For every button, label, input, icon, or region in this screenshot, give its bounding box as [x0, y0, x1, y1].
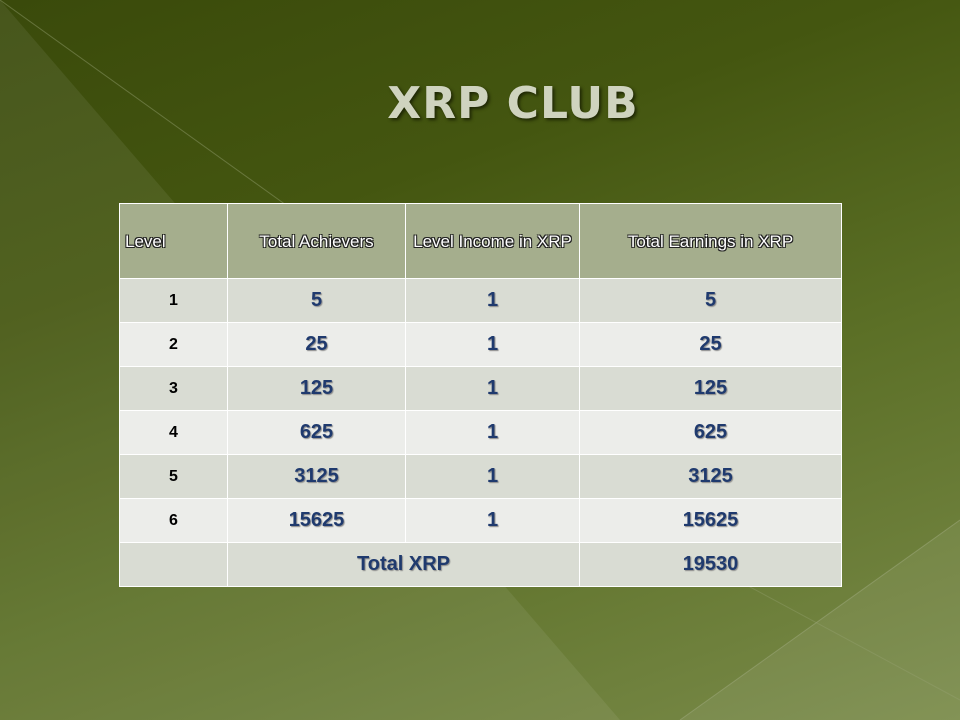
table-row: 6 15625 1 15625: [119, 498, 842, 543]
cell-achievers: 625: [227, 410, 406, 455]
table-row: 4 625 1 625: [119, 410, 842, 455]
cell-income: 1: [405, 322, 580, 367]
total-empty-cell: [119, 542, 228, 587]
cell-income: 1: [405, 410, 580, 455]
cell-level: 6: [119, 498, 228, 543]
cell-earnings: 25: [579, 322, 842, 367]
total-row: Total XRP 19530: [119, 542, 842, 587]
table-header-row: Level Total Achievers Level Income in XR…: [119, 203, 842, 279]
cell-earnings: 625: [579, 410, 842, 455]
header-total-achievers: Total Achievers: [227, 203, 406, 279]
cell-level: 2: [119, 322, 228, 367]
cell-level: 5: [119, 454, 228, 499]
slide-title: XRP CLUB: [387, 78, 639, 129]
cell-level: 1: [119, 278, 228, 323]
table-row: 1 5 1 5: [119, 278, 842, 323]
bg-diagonal-line: [0, 0, 301, 216]
header-level-income: Level Income in XRP: [405, 203, 580, 279]
cell-achievers: 25: [227, 322, 406, 367]
cell-income: 1: [405, 366, 580, 411]
cell-income: 1: [405, 498, 580, 543]
table-row: 3 125 1 125: [119, 366, 842, 411]
cell-achievers: 125: [227, 366, 406, 411]
cell-earnings: 125: [579, 366, 842, 411]
cell-achievers: 15625: [227, 498, 406, 543]
cell-achievers: 5: [227, 278, 406, 323]
cell-earnings: 5: [579, 278, 842, 323]
cell-achievers: 3125: [227, 454, 406, 499]
table-row: 2 25 1 25: [119, 322, 842, 367]
total-value: 19530: [579, 542, 842, 587]
header-total-earnings: Total Earnings in XRP: [579, 203, 842, 279]
header-level: Level: [119, 203, 228, 279]
table-row: 5 3125 1 3125: [119, 454, 842, 499]
cell-income: 1: [405, 278, 580, 323]
total-label: Total XRP: [227, 542, 580, 587]
cell-earnings: 15625: [579, 498, 842, 543]
cell-earnings: 3125: [579, 454, 842, 499]
cell-income: 1: [405, 454, 580, 499]
xrp-club-table: Level Total Achievers Level Income in XR…: [119, 203, 842, 587]
bg-right-line: [679, 519, 960, 720]
cell-level: 4: [119, 410, 228, 455]
cell-level: 3: [119, 366, 228, 411]
